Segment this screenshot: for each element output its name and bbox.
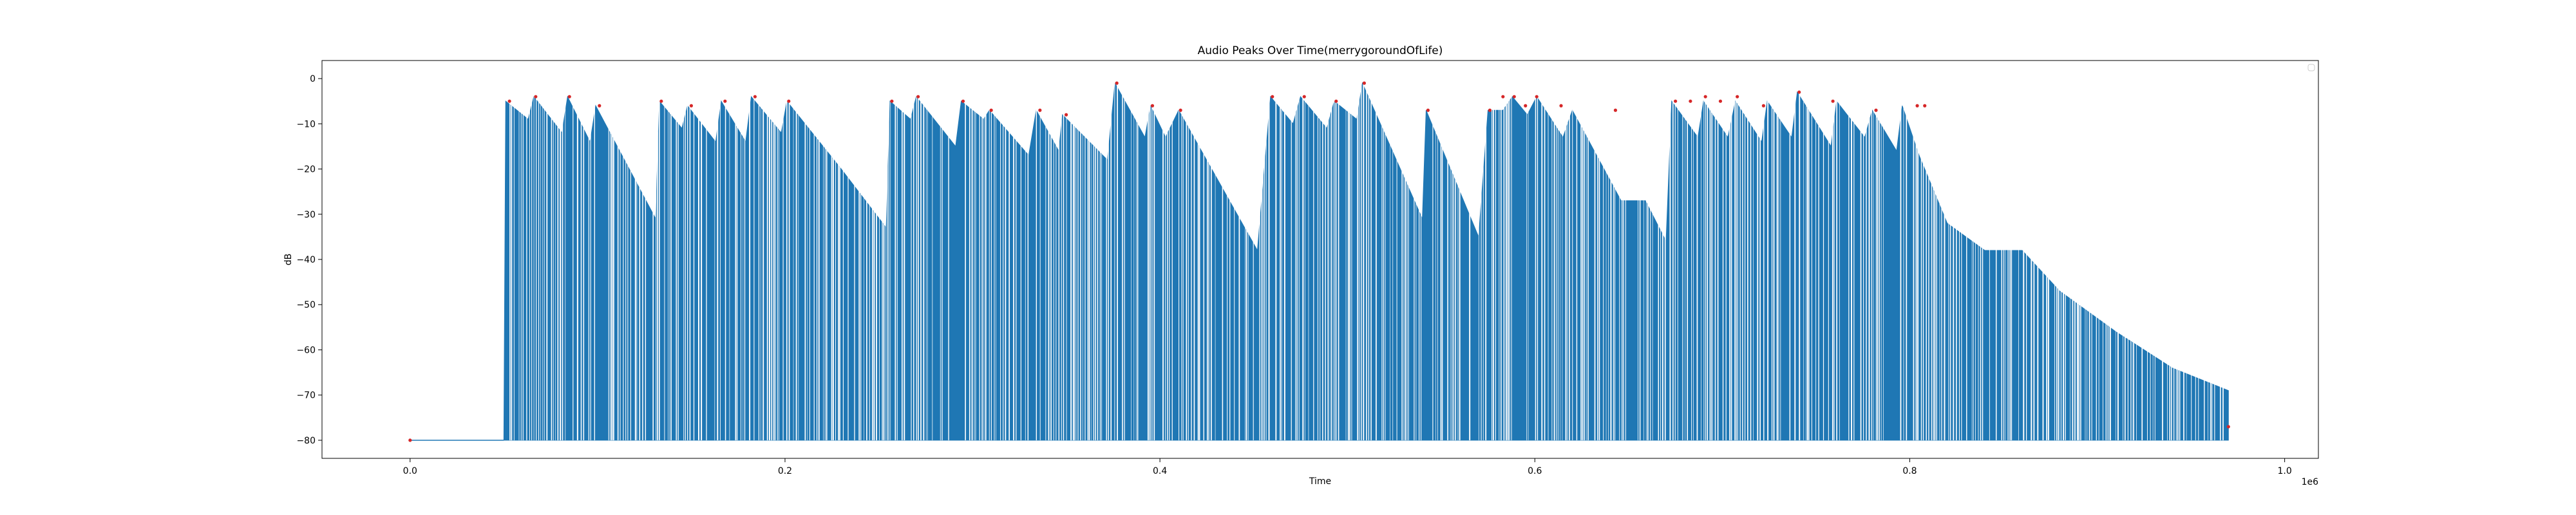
- peak-point: [753, 95, 757, 98]
- peak-point: [567, 95, 571, 98]
- y-tick-label: −10: [296, 119, 316, 129]
- y-tick-label: −20: [296, 165, 316, 175]
- peak-point: [1736, 95, 1739, 98]
- x-axis-label: Time: [1309, 476, 1331, 487]
- peak-point: [1718, 99, 1723, 103]
- x-tick-label: 0.4: [1153, 466, 1167, 476]
- peak-point: [1271, 95, 1274, 98]
- peak-point: [890, 99, 894, 103]
- x-tick-label: 0.8: [1902, 466, 1917, 476]
- y-tick-label: −70: [296, 391, 316, 401]
- peak-point: [787, 99, 791, 103]
- waveform-texture: [509, 61, 2224, 440]
- peak-point: [1797, 90, 1801, 94]
- peak-point: [534, 95, 538, 98]
- x-axis: 0.0 0.2 0.4 0.6 0.8 1.0: [403, 458, 2292, 476]
- peak-point: [1488, 108, 1492, 112]
- peak-point: [1362, 81, 1367, 85]
- peak-point: [1703, 95, 1707, 98]
- peak-point: [659, 99, 663, 103]
- peak-markers: [408, 81, 2230, 442]
- peak-point: [408, 438, 412, 442]
- chart-title: Audio Peaks Over Time(merrygoroundOfLife…: [1198, 44, 1443, 57]
- peak-point: [689, 104, 694, 108]
- peak-point: [1524, 104, 1528, 108]
- peak-point: [1613, 108, 1618, 112]
- y-tick-label: −60: [296, 345, 316, 355]
- peak-point: [598, 104, 601, 108]
- x-tick-label: 0.6: [1528, 466, 1542, 476]
- peak-point: [1426, 108, 1430, 112]
- peak-point: [1501, 95, 1505, 98]
- peak-point: [1761, 104, 1766, 108]
- y-tick-label: −80: [296, 436, 316, 446]
- peak-point: [723, 99, 727, 103]
- peak-point: [961, 99, 965, 103]
- peak-point: [916, 95, 920, 98]
- peak-point: [1535, 95, 1539, 98]
- peak-point: [1038, 108, 1042, 112]
- peak-point: [1559, 104, 1563, 108]
- peak-point: [1179, 108, 1182, 112]
- y-axis: 0 −10 −20 −30 −40 −50 −60 −70 −80: [296, 74, 322, 446]
- y-tick-label: −50: [296, 300, 316, 310]
- peak-point: [1115, 81, 1119, 85]
- peak-point: [1673, 99, 1678, 103]
- legend: [2307, 64, 2315, 71]
- y-axis-label: dB: [283, 254, 294, 266]
- y-tick-label: −40: [296, 255, 316, 265]
- x-tick-label: 0.2: [778, 466, 792, 476]
- peak-point: [1064, 113, 1068, 117]
- plot-area: [408, 61, 2230, 442]
- x-tick-label: 1.0: [2277, 466, 2291, 476]
- peak-point: [1150, 104, 1155, 108]
- y-tick-label: −30: [296, 210, 316, 220]
- x-tick-label: 0.0: [403, 466, 417, 476]
- peak-point: [1923, 104, 1927, 108]
- y-tick-label: 0: [310, 74, 316, 84]
- peak-point: [989, 108, 993, 112]
- peak-point: [1831, 99, 1835, 103]
- peak-point: [1302, 95, 1306, 98]
- x-axis-multiplier: 1e6: [2302, 477, 2319, 487]
- peak-point: [1334, 99, 1338, 103]
- peak-point: [1874, 108, 1878, 112]
- peak-point: [1915, 104, 1919, 108]
- peak-point: [2226, 425, 2230, 429]
- peak-point: [1689, 99, 1692, 103]
- peak-point: [507, 99, 511, 103]
- peak-point: [1512, 95, 1516, 98]
